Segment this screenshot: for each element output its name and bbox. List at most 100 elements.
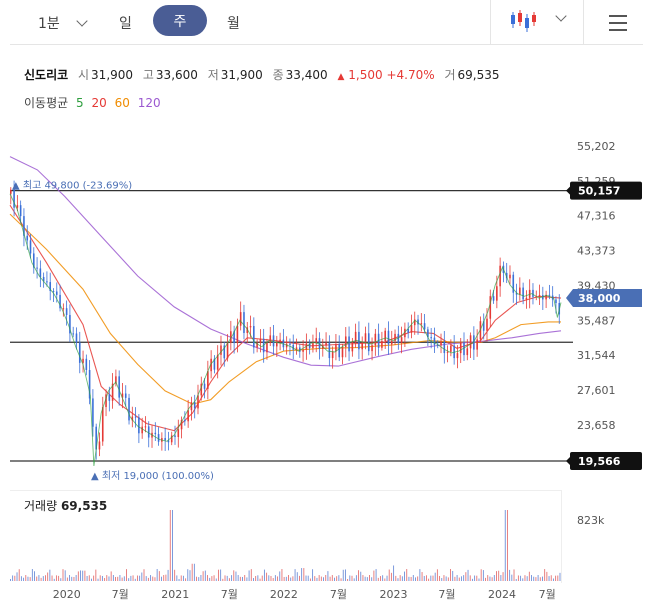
volume-bar <box>318 575 320 581</box>
volume-bar <box>358 570 360 581</box>
open-label: 시 <box>78 68 90 82</box>
tab-day[interactable]: 일 <box>119 16 132 32</box>
candle-body <box>177 429 180 438</box>
reference-label: 19,566 <box>578 455 621 468</box>
volume-bar <box>220 569 222 581</box>
ma-5-label: 5 <box>76 96 84 110</box>
candle-body <box>400 337 403 343</box>
volume-bar <box>419 569 421 581</box>
volume-bar <box>421 572 423 581</box>
volume-bar <box>180 575 182 581</box>
volume-bar <box>517 575 519 581</box>
volume-bar <box>112 575 114 581</box>
candle-body <box>371 345 373 352</box>
candle-body <box>144 426 147 428</box>
candle-body <box>266 342 268 353</box>
volume-bar <box>526 576 528 581</box>
volume-bar <box>493 575 495 581</box>
volume-bar <box>329 576 331 581</box>
volume-bar <box>191 563 193 581</box>
volume-bar <box>47 572 49 581</box>
volume-bar <box>288 575 289 581</box>
volume-bar <box>189 570 191 581</box>
volume-bar <box>27 576 29 581</box>
volume-bar <box>99 575 101 581</box>
candle-body <box>95 426 97 450</box>
candle-body <box>124 393 127 398</box>
candle-body <box>42 276 45 282</box>
volume-bar <box>500 575 502 581</box>
volume-bar <box>299 575 300 581</box>
candle-body <box>75 333 78 343</box>
volume-bar <box>73 576 75 581</box>
low-value: 31,900 <box>220 68 263 82</box>
volume-bar <box>509 569 511 581</box>
tab-month[interactable]: 월 <box>227 16 240 32</box>
candle-body <box>476 339 478 350</box>
y-tick-label: 47,316 <box>577 210 616 223</box>
interval-dropdown[interactable]: 1분 <box>38 13 88 33</box>
candle-body <box>505 272 508 279</box>
volume-bar <box>14 575 16 581</box>
tab-week[interactable]: 주 <box>153 5 207 36</box>
volume-bar <box>533 576 535 581</box>
candle-body <box>364 333 367 343</box>
candle-body <box>203 383 206 389</box>
candle-body <box>197 395 199 409</box>
volume-bar <box>415 577 416 581</box>
candle-body <box>496 286 498 301</box>
volume-bar <box>476 575 478 581</box>
volume-bar <box>412 575 414 581</box>
x-tick-label: 7월 <box>330 588 347 601</box>
candle-body <box>509 274 511 279</box>
volume-bar <box>134 578 136 581</box>
volume-bar <box>187 569 189 581</box>
volume-bar <box>185 578 187 581</box>
menu-icon[interactable] <box>609 15 627 36</box>
candle-body <box>134 416 137 418</box>
volume-bar <box>51 575 53 581</box>
candle-body <box>213 358 216 370</box>
ma-5-line <box>9 193 562 467</box>
candle-body <box>515 292 518 295</box>
volume-bar <box>373 570 375 581</box>
high-label: 고 <box>142 68 154 82</box>
candle-body <box>489 296 492 319</box>
candle-body <box>121 393 124 398</box>
candle-body <box>413 319 416 326</box>
volume-bar <box>38 575 40 581</box>
candle-body <box>492 296 495 301</box>
volume-bar <box>150 575 152 581</box>
volume-bar <box>40 577 42 581</box>
candle-body <box>111 383 114 401</box>
x-tick-label: 2021 <box>161 588 189 601</box>
volume-bar <box>544 569 546 581</box>
candle-body <box>312 342 314 348</box>
reference-label-pointer <box>566 185 571 196</box>
candle-body <box>16 205 19 208</box>
volume-bar <box>430 575 432 581</box>
volume-bar <box>255 575 257 581</box>
x-tick-label: 7월 <box>539 588 556 601</box>
volume-bar <box>231 575 233 581</box>
candle-body <box>62 308 65 310</box>
volume-bar <box>539 577 541 581</box>
volume-bar <box>178 578 180 581</box>
chart-type-button[interactable] <box>510 10 536 36</box>
volume-bar <box>285 576 287 581</box>
volume-bar <box>423 575 425 581</box>
candle-body <box>456 353 459 359</box>
volume-bar <box>141 572 143 581</box>
candle-body <box>315 338 318 343</box>
volume-bar <box>434 572 436 581</box>
volume-bar <box>16 572 18 581</box>
volume-bar <box>217 569 219 581</box>
candle-body <box>499 265 501 287</box>
volume-bar <box>246 577 248 581</box>
candle-body <box>36 267 38 269</box>
volume-bar <box>309 578 311 581</box>
candle-body <box>164 438 166 441</box>
volume-title: 거래량 69,535 <box>24 497 107 514</box>
volume-bar <box>20 576 22 581</box>
